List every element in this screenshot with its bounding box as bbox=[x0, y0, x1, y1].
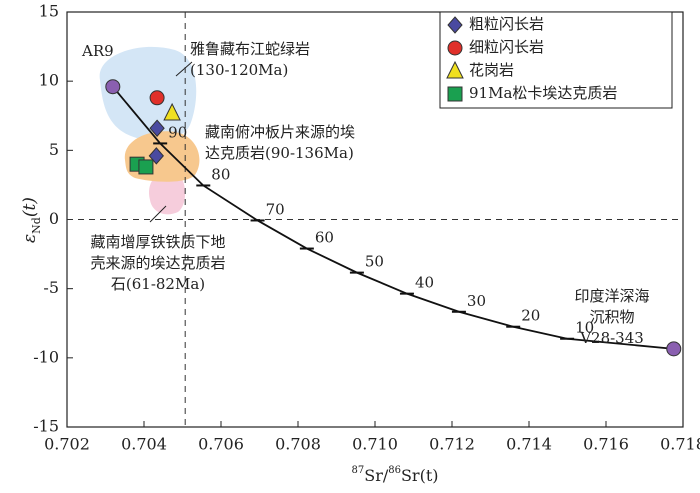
legend-symbol bbox=[447, 40, 463, 56]
curve-tick-label: 20 bbox=[521, 307, 540, 325]
annotation: 达克质岩(90-136Ma) bbox=[205, 144, 354, 162]
curve-tick-label: 60 bbox=[315, 229, 334, 247]
end-member bbox=[105, 79, 121, 95]
lower-crust-field bbox=[149, 171, 186, 215]
legend-label: 91Ma松卡埃达克质岩 bbox=[469, 84, 617, 102]
point bbox=[138, 159, 154, 175]
pointer bbox=[175, 61, 193, 77]
annotation: 雅鲁藏布江蛇绿岩 bbox=[190, 40, 310, 58]
point bbox=[149, 90, 165, 106]
y-tick-label: 15 bbox=[39, 2, 59, 21]
x-tick-label: 0.714 bbox=[506, 435, 552, 454]
legend-label: 花岗岩 bbox=[469, 61, 514, 79]
end-member bbox=[666, 341, 682, 357]
x-axis-label-part: 86 bbox=[388, 465, 401, 476]
y-tick-label: -15 bbox=[33, 417, 59, 436]
annotation: 藏南俯冲板片来源的埃 bbox=[205, 123, 355, 141]
legend-symbol bbox=[446, 60, 464, 79]
y-tick-label: -5 bbox=[43, 278, 59, 297]
legend-symbol bbox=[447, 16, 463, 34]
curve-tick-label: 10 bbox=[575, 319, 594, 337]
pointer bbox=[149, 205, 167, 223]
legend-symbol bbox=[447, 86, 463, 102]
legend-label: 粗粒闪长岩 bbox=[469, 15, 544, 33]
annotation: 沉积物 bbox=[589, 308, 634, 326]
annotation: 印度洋深海 bbox=[574, 287, 649, 305]
annotation: 藏南增厚铁铁质下地 bbox=[90, 233, 225, 251]
x-tick-label: 0.706 bbox=[198, 435, 244, 454]
y-axis-label-part: ε bbox=[20, 234, 40, 243]
curve-tick-label: 70 bbox=[266, 200, 285, 218]
x-axis-label-part: Sr/ bbox=[364, 466, 389, 485]
x-tick-label: 0.710 bbox=[352, 435, 398, 454]
x-tick-label: 0.702 bbox=[44, 435, 90, 454]
x-axis-label: 87Sr/86Sr(t) bbox=[352, 465, 439, 485]
legend-label: 细粒闪长岩 bbox=[469, 38, 544, 56]
y-axis-label: εNd(t) bbox=[20, 197, 43, 243]
x-tick-label: 0.704 bbox=[121, 435, 167, 454]
annotation: (130-120Ma) bbox=[190, 61, 288, 79]
x-tick-label: 0.718 bbox=[660, 435, 700, 454]
x-tick-label: 0.712 bbox=[429, 435, 475, 454]
y-tick-label: -10 bbox=[33, 347, 59, 366]
curve-tick-label: 50 bbox=[365, 253, 384, 271]
curve-tick-label: 80 bbox=[211, 165, 230, 183]
x-tick-label: 0.708 bbox=[275, 435, 321, 454]
annotation: AR9 bbox=[81, 42, 114, 60]
x-axis-label-part: 87 bbox=[352, 465, 365, 476]
curve-tick-label: 30 bbox=[467, 292, 486, 310]
x-tick-label: 0.716 bbox=[583, 435, 629, 454]
curve-tick-label: 90 bbox=[168, 123, 187, 141]
x-axis-label-part: Sr(t) bbox=[401, 466, 439, 485]
y-tick-label: 5 bbox=[49, 140, 59, 159]
curve-tick-label: 40 bbox=[415, 274, 434, 292]
y-axis-label-part: (t) bbox=[20, 197, 40, 217]
y-tick-label: 10 bbox=[39, 71, 59, 90]
y-tick-label: 0 bbox=[49, 209, 59, 228]
point bbox=[149, 119, 165, 137]
legend bbox=[439, 11, 673, 109]
annotation: 壳来源的埃达克质岩 bbox=[90, 254, 225, 272]
annotation: V28-343 bbox=[579, 329, 644, 347]
y-axis-label-part: Nd bbox=[30, 217, 43, 234]
point bbox=[163, 102, 181, 121]
annotation: 石(61-82Ma) bbox=[111, 275, 205, 293]
